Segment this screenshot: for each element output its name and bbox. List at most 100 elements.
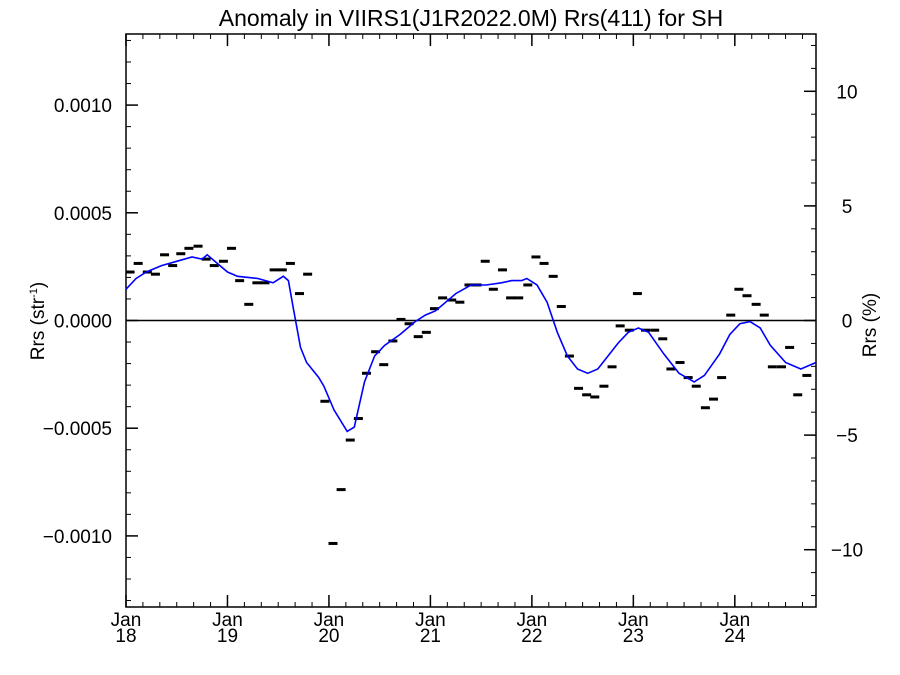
data-marker <box>751 302 761 306</box>
y-tick-label-right: −10 <box>831 541 863 562</box>
data-marker <box>675 361 685 365</box>
data-marker <box>599 384 609 388</box>
y-tick-label-left: −0.0005 <box>43 419 112 440</box>
data-marker <box>802 373 812 377</box>
data-marker <box>244 302 254 306</box>
smoothed-line <box>125 253 817 433</box>
y-tick-label-right: 5 <box>842 197 853 218</box>
data-marker <box>260 281 270 285</box>
x-tick-label-year: 23 <box>623 626 644 647</box>
data-marker <box>447 298 457 302</box>
data-marker <box>582 393 592 397</box>
data-marker <box>336 488 346 492</box>
data-marker <box>514 296 524 300</box>
right-axis-tick-labels: 10 5 0 −5 −10 <box>831 82 863 561</box>
data-marker <box>209 264 219 268</box>
data-marker <box>548 274 558 278</box>
data-marker <box>353 417 363 421</box>
data-marker <box>160 253 170 257</box>
data-marker <box>176 252 186 256</box>
data-marker <box>429 307 439 311</box>
data-marker <box>726 313 736 317</box>
data-marker <box>404 322 414 326</box>
data-marker <box>235 279 245 283</box>
data-marker <box>133 261 143 265</box>
y-tick-label-left: 0.0010 <box>54 96 112 117</box>
data-marker <box>691 384 701 388</box>
data-marker <box>345 438 355 442</box>
data-marker <box>564 354 574 358</box>
data-marker <box>193 244 203 248</box>
x-tick-label-year: 19 <box>217 626 238 647</box>
x-tick-label-month: Jan <box>415 610 446 631</box>
x-tick-label-month: Jan <box>618 610 649 631</box>
data-marker <box>767 365 777 369</box>
data-marker <box>379 363 389 367</box>
monthly-markers <box>125 244 812 545</box>
data-marker <box>277 268 287 272</box>
x-tick-label-month: Jan <box>212 610 243 631</box>
data-marker <box>361 371 371 375</box>
y-axis-label-right: Rrs (%) <box>860 293 881 357</box>
data-marker <box>785 345 795 349</box>
data-marker <box>624 328 634 332</box>
data-marker <box>413 335 423 339</box>
chart-title: Anomaly in VIIRS1(J1R2022.0M) Rrs(411) f… <box>219 5 723 31</box>
data-marker <box>531 255 541 259</box>
data-marker <box>615 324 625 328</box>
x-tick-label-month: Jan <box>517 610 548 631</box>
data-marker <box>497 268 507 272</box>
data-marker <box>150 272 160 276</box>
y-tick-label-left: 0.0000 <box>54 312 112 333</box>
data-marker <box>523 283 533 287</box>
data-marker <box>717 376 727 380</box>
data-marker <box>734 287 744 291</box>
data-marker <box>184 246 194 250</box>
data-marker <box>320 399 330 403</box>
data-marker <box>371 350 381 354</box>
data-marker <box>506 296 516 300</box>
data-marker <box>632 292 642 296</box>
y-tick-label-right: 0 <box>842 312 853 333</box>
data-marker <box>488 287 498 291</box>
y-tick-label-left: 0.0005 <box>54 204 112 225</box>
y-tick-label-right: 10 <box>836 82 857 103</box>
data-marker <box>556 304 566 308</box>
data-marker <box>658 337 668 341</box>
data-marker <box>574 386 584 390</box>
y-tick-label-right: −5 <box>836 426 858 447</box>
data-marker <box>269 268 279 272</box>
data-marker <box>455 300 465 304</box>
x-tick-label-year: 21 <box>420 626 441 647</box>
data-marker <box>777 365 786 369</box>
data-marker <box>218 259 228 263</box>
data-marker <box>303 272 313 276</box>
data-marker <box>396 317 406 321</box>
data-marker <box>793 393 803 397</box>
data-marker <box>388 339 398 343</box>
data-marker <box>438 296 448 300</box>
x-tick-label-year: 20 <box>318 626 339 647</box>
data-marker <box>285 261 295 265</box>
data-marker <box>709 397 719 401</box>
x-tick-label-year: 22 <box>521 626 542 647</box>
x-tick-label-month: Jan <box>314 610 345 631</box>
data-marker <box>421 330 431 334</box>
plot-area <box>125 33 817 608</box>
y-tick-label-left: −0.0010 <box>43 527 112 548</box>
data-marker <box>590 395 600 399</box>
x-tick-label-month: Jan <box>720 610 751 631</box>
data-marker <box>168 264 178 268</box>
data-marker <box>650 328 660 332</box>
data-marker <box>125 270 135 274</box>
data-marker <box>464 283 474 287</box>
data-marker <box>227 246 237 250</box>
y-axis-label-left: Rrs (str-1) <box>28 282 49 360</box>
data-marker <box>328 541 338 545</box>
x-tick-label-month: Jan <box>111 610 142 631</box>
data-marker <box>539 261 549 265</box>
data-marker <box>607 365 617 369</box>
data-marker <box>700 406 710 410</box>
